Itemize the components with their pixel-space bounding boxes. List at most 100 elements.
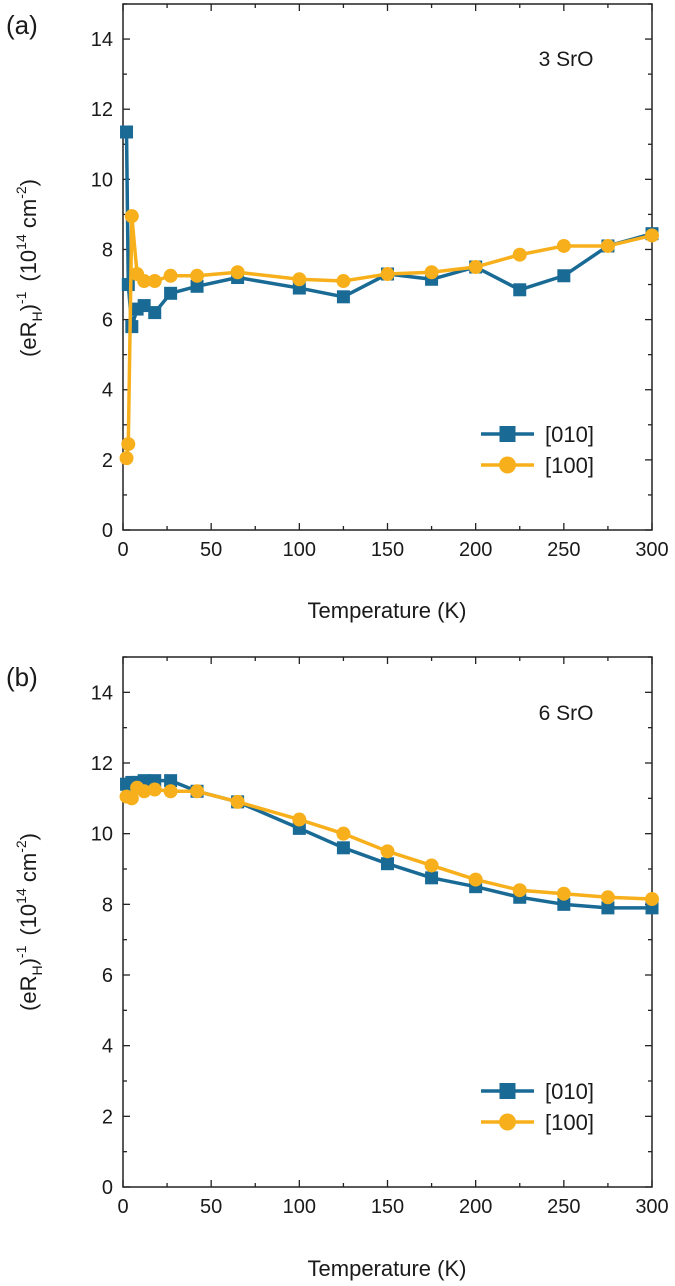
data-point-square xyxy=(148,306,162,320)
legend-marker-square xyxy=(499,426,516,442)
ylabel-prefix: (eR xyxy=(16,976,41,1011)
data-point-circle xyxy=(424,265,439,280)
series-line xyxy=(125,778,652,910)
ylabel-sup1: -1 xyxy=(13,945,29,958)
ylabel-sup2: 14 xyxy=(13,234,29,250)
legend-marker-square xyxy=(499,1083,516,1099)
ylabel-prefix: (eR xyxy=(16,322,41,357)
x-tick-label: 0 xyxy=(117,1196,128,1218)
data-point-circle xyxy=(292,812,307,827)
series-line xyxy=(125,785,653,901)
data-point-square xyxy=(336,841,350,855)
data-point-circle xyxy=(556,886,571,901)
ylabel-sup3: -2 xyxy=(13,840,29,853)
data-point-square xyxy=(557,897,571,911)
data-point-circle xyxy=(147,274,162,289)
data-point-circle xyxy=(468,260,483,274)
y-tick-label: 12 xyxy=(91,99,113,121)
legend: [010] [100] xyxy=(481,1079,594,1135)
x-tick-label: 250 xyxy=(547,539,580,561)
x-tick-label: 100 xyxy=(283,539,316,561)
series-line xyxy=(124,214,653,459)
data-point-square xyxy=(120,125,134,139)
data-point-square xyxy=(513,283,527,297)
y-tick-label: 6 xyxy=(102,310,113,332)
data-point-square xyxy=(137,299,151,313)
data-point-circle xyxy=(556,238,571,253)
y-axis-title: (eRH)-1(1014 cm-2) xyxy=(13,179,45,357)
ylabel-mid: ) xyxy=(16,304,41,311)
data-point-circle xyxy=(424,858,439,873)
ylabel-sup2: 14 xyxy=(13,888,29,904)
data-point-circle xyxy=(190,784,205,799)
data-point-square xyxy=(164,286,178,300)
y-tick-label: 10 xyxy=(91,824,113,846)
ylabel-sub: H xyxy=(29,965,45,975)
x-tick-label: 100 xyxy=(283,1196,316,1218)
legend-label: [100] xyxy=(545,453,594,478)
data-point-square xyxy=(190,279,204,293)
x-tick-label: 50 xyxy=(200,539,222,561)
ylabel-sup3: -2 xyxy=(13,186,29,199)
data-point-circle xyxy=(119,451,134,466)
data-point-circle xyxy=(512,247,527,262)
y-tick-label: 12 xyxy=(91,753,113,775)
sample-annotation: 6 SrO xyxy=(539,702,594,725)
data-point-square xyxy=(164,774,178,788)
data-point-square xyxy=(121,278,135,292)
plot-area xyxy=(119,774,659,915)
y-tick-label: 4 xyxy=(102,1036,113,1058)
ylabel-unit-pre: (10 xyxy=(16,904,41,936)
data-point-circle xyxy=(600,890,615,905)
panel-label: (b) xyxy=(6,662,38,692)
data-point-circle xyxy=(124,791,139,806)
y-tick-label: 6 xyxy=(102,965,113,987)
ylabel-unit-pre: (10 xyxy=(16,250,41,282)
data-point-circle xyxy=(163,268,178,283)
y-tick-label: 8 xyxy=(102,239,113,261)
x-tick-label: 200 xyxy=(459,1196,492,1218)
x-tick-label: 200 xyxy=(459,539,492,561)
data-point-circle xyxy=(163,784,178,799)
legend-marker-circle xyxy=(499,456,516,474)
data-point-circle xyxy=(600,238,615,253)
data-point-circle xyxy=(380,844,395,859)
y-tick-label: 2 xyxy=(102,1106,113,1128)
y-tick-label: 0 xyxy=(102,1177,113,1199)
ylabel-unit-mid: cm xyxy=(16,853,41,888)
legend-label: [010] xyxy=(545,422,594,447)
data-point-square xyxy=(557,269,571,283)
ylabel-unit-post: ) xyxy=(16,833,41,840)
x-tick-label: 300 xyxy=(635,1196,668,1218)
plot-frame xyxy=(122,656,653,1188)
panel-label: (a) xyxy=(6,10,38,40)
tick-group xyxy=(122,656,653,1188)
data-point-circle xyxy=(468,872,483,887)
legend: [010] [100] xyxy=(481,422,594,478)
ylabel-mid: ) xyxy=(16,958,41,965)
sample-annotation: 3 SrO xyxy=(539,48,594,71)
data-point-circle xyxy=(137,784,152,799)
y-tick-label: 4 xyxy=(102,380,113,402)
tick-label-group: 0 50 100 150 200 250 300 0 2 4 6 8 10 12 14 xyxy=(91,29,669,561)
legend-marker-circle xyxy=(499,1113,516,1131)
data-point-circle xyxy=(512,883,527,898)
ylabel-unit-mid: cm xyxy=(16,199,41,234)
data-point-circle xyxy=(336,826,351,841)
data-point-circle xyxy=(137,274,152,289)
legend-label: [010] xyxy=(545,1079,594,1104)
data-point-square xyxy=(601,901,615,915)
data-point-circle xyxy=(645,228,659,243)
y-tick-label: 8 xyxy=(102,894,113,916)
y-tick-label: 10 xyxy=(91,169,113,191)
ylabel-sub: H xyxy=(29,311,45,321)
y-tick-label: 2 xyxy=(102,450,113,472)
tick-label-group: 0 50 100 150 200 250 300 0 2 4 6 8 10 12 14 xyxy=(91,682,669,1218)
ylabel-unit-post: ) xyxy=(16,179,41,186)
series-line xyxy=(124,131,653,329)
data-point-square xyxy=(425,871,439,885)
x-axis-title: Temperature (K) xyxy=(308,598,467,623)
